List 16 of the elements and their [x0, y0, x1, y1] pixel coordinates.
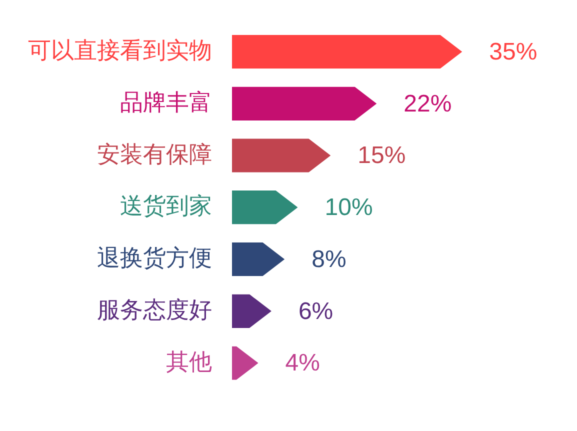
y-tick-label: 安装有保障 [97, 140, 212, 167]
data-label: 35% [489, 38, 538, 66]
data-label: 8% [312, 246, 346, 273]
y-tick-label: 其他 [166, 348, 212, 374]
data-label: 10% [324, 194, 373, 222]
data-label: 6% [298, 298, 334, 325]
data-label: 22% [404, 90, 452, 118]
data-label: 4% [285, 350, 320, 377]
y-tick-label: 可以直接看到实物 [28, 37, 212, 64]
y-tick-label: 退换货方便 [97, 244, 212, 271]
y-tick-label: 送货到家 [120, 192, 212, 219]
bar [232, 34, 462, 69]
data-label: 15% [358, 142, 406, 170]
y-tick-label: 品牌丰富 [120, 88, 212, 115]
y-tick-label: 服务态度好 [97, 296, 212, 323]
bar [232, 86, 377, 120]
